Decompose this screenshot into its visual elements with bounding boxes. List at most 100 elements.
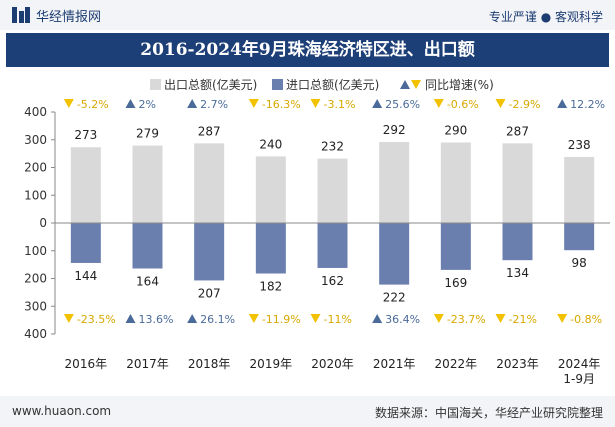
bar-import xyxy=(564,223,595,251)
brand-logo-icon xyxy=(12,7,30,23)
growth-down-icon xyxy=(495,99,506,108)
bar-import-value-label: 169 xyxy=(444,276,467,290)
growth-down-icon xyxy=(495,314,506,323)
growth-label-import: -11% xyxy=(324,313,352,326)
bar-import xyxy=(70,223,101,263)
x-tick-label: 2022年 xyxy=(435,357,478,371)
growth-label-export: 12.2% xyxy=(570,98,605,111)
legend-swatch-export xyxy=(150,79,161,90)
growth-label-import: -23.5% xyxy=(77,313,116,326)
growth-label-import: -11.9% xyxy=(262,313,301,326)
chart: 出口总额(亿美元) 进口总额(亿美元) 同比增速(%) 400 300 200 100 0 10… xyxy=(24,77,610,386)
growth-down-icon xyxy=(310,99,321,108)
tagline: 专业严谨 ● 客观科学 xyxy=(488,10,603,24)
bar-import-value-label: 222 xyxy=(383,291,406,305)
brand-name: 华经情报网 xyxy=(36,9,102,25)
growth-label-export: -2.9% xyxy=(509,98,541,111)
growth-up-icon xyxy=(557,99,568,108)
legend-triangle-down-icon xyxy=(411,80,421,89)
x-tick-label: 2024年 xyxy=(558,357,601,371)
growth-down-icon xyxy=(248,314,259,323)
chart-title: 2016-2024年9月珠海经济特区进、出口额 xyxy=(6,33,609,67)
legend-label-export: 出口总额(亿美元) xyxy=(164,77,257,92)
bar-export xyxy=(255,156,286,223)
bar-import xyxy=(502,223,533,261)
y-tick-label: 300 xyxy=(24,133,47,147)
bar-import-value-label: 182 xyxy=(259,280,282,294)
growth-up-icon xyxy=(372,314,383,323)
bar-import-value-label: 144 xyxy=(74,269,97,283)
y-tick-label: 100 xyxy=(24,188,47,202)
growth-up-icon xyxy=(125,99,136,108)
growth-down-icon xyxy=(433,99,444,108)
bar-export xyxy=(70,147,101,223)
bar-import-value-label: 164 xyxy=(136,275,159,289)
bar-import xyxy=(194,223,225,281)
bar-export-value-label: 292 xyxy=(383,123,406,137)
site-url[interactable]: www.huaon.com xyxy=(12,404,112,418)
top-bar: 华经情报网 专业严谨 ● 客观科学 xyxy=(0,0,615,30)
brand[interactable]: 华经情报网 xyxy=(12,6,102,25)
y-tick-label: 400 xyxy=(24,105,47,119)
growth-up-icon xyxy=(125,314,136,323)
growth-label-export: -16.3% xyxy=(262,98,301,111)
bar-export xyxy=(317,158,348,223)
bar-export xyxy=(440,142,471,223)
growth-down-icon xyxy=(248,99,259,108)
growth-up-icon xyxy=(187,314,198,323)
bar-import xyxy=(132,223,163,269)
y-tick-label: 100 xyxy=(24,244,47,258)
bar-export-value-label: 232 xyxy=(321,140,344,154)
growth-label-import: -0.8% xyxy=(570,313,602,326)
y-tick-label: 0 xyxy=(39,216,47,230)
x-tick-label: 2021年 xyxy=(373,357,416,371)
growth-label-export: -5.2% xyxy=(77,98,109,111)
source-note: 数据来源：中国海关，华经产业研究院整理 xyxy=(374,406,603,420)
growth-label-export: 25.6% xyxy=(385,98,420,111)
bar-export-value-label: 240 xyxy=(259,137,282,151)
x-tick-label: 2016年 xyxy=(65,357,108,371)
bar-import-value-label: 134 xyxy=(506,266,529,280)
growth-down-icon xyxy=(63,314,74,323)
growth-label-import: -23.7% xyxy=(447,313,486,326)
y-tick-label: 200 xyxy=(24,161,47,175)
growth-down-icon xyxy=(557,314,568,323)
bar-export xyxy=(564,156,595,223)
growth-label-import: 36.4% xyxy=(385,313,420,326)
bar-export xyxy=(502,143,533,223)
bar-export-value-label: 290 xyxy=(444,124,467,138)
y-tick-label: 200 xyxy=(24,272,47,286)
bar-import-value-label: 162 xyxy=(321,274,344,288)
growth-label-export: 2% xyxy=(139,98,156,111)
growth-down-icon xyxy=(310,314,321,323)
bar-export-value-label: 238 xyxy=(568,138,591,152)
x-tick-label: 2019年 xyxy=(250,357,293,371)
growth-label-import: -21% xyxy=(509,313,537,326)
growth-label-import: 13.6% xyxy=(139,313,174,326)
bar-export xyxy=(194,143,225,223)
bar-import xyxy=(317,223,348,268)
bar-import xyxy=(379,223,410,285)
growth-down-icon xyxy=(63,99,74,108)
bar-import xyxy=(440,223,471,270)
legend-swatch-import xyxy=(272,79,283,90)
growth-label-export: -0.6% xyxy=(447,98,479,111)
x-tick-label: 2018年 xyxy=(188,357,231,371)
bar-export-value-label: 279 xyxy=(136,127,159,141)
bar-export-value-label: 287 xyxy=(198,124,221,138)
x-tick-label: 1-9月 xyxy=(563,372,595,386)
legend-triangle-up-icon xyxy=(400,80,410,89)
legend-label-growth: 同比增速(%) xyxy=(425,78,494,92)
growth-up-icon xyxy=(187,99,198,108)
footer: www.huaon.com 数据来源：中国海关，华经产业研究院整理 xyxy=(0,396,615,427)
y-tick-label: 400 xyxy=(24,327,47,341)
x-tick-label: 2017年 xyxy=(126,357,169,371)
growth-down-icon xyxy=(433,314,444,323)
x-tick-label: 2020年 xyxy=(311,357,354,371)
bar-export xyxy=(132,145,163,223)
bar-export-value-label: 273 xyxy=(74,128,97,142)
growth-up-icon xyxy=(372,99,383,108)
y-tick-label: 300 xyxy=(24,299,47,313)
x-tick-label: 2023年 xyxy=(496,357,539,371)
legend-label-import: 进口总额(亿美元) xyxy=(286,77,379,92)
